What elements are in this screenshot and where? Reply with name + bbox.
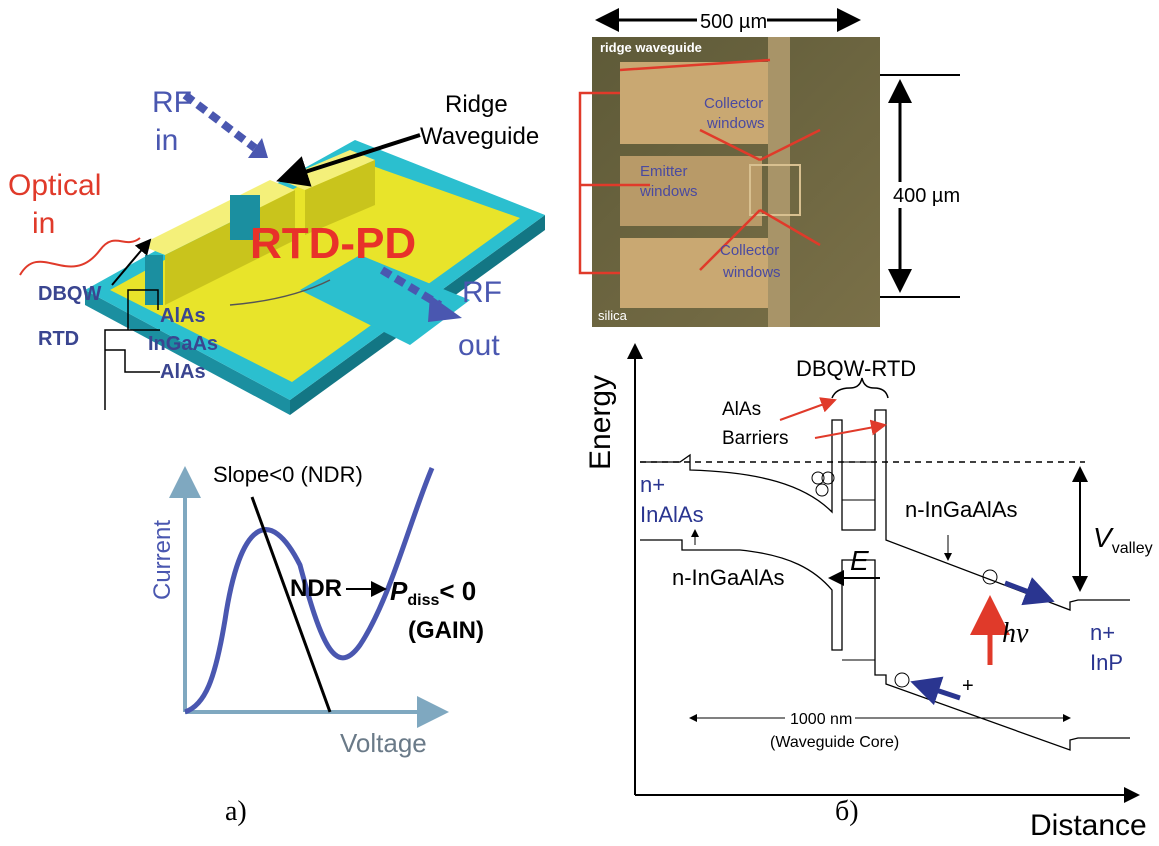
y-axis-label: Energy <box>584 375 617 470</box>
label: hν <box>1002 618 1029 649</box>
hole <box>895 673 909 687</box>
label: + <box>962 675 974 697</box>
subscript: valley <box>1112 540 1153 557</box>
y-axis-label: Current <box>149 520 176 600</box>
label: Collector <box>720 242 779 259</box>
device-name: RTD-PD <box>250 219 416 268</box>
ridge <box>768 37 790 327</box>
layer-label: AlAs <box>160 305 206 327</box>
hole-drift <box>915 683 960 698</box>
label: silica <box>598 308 628 323</box>
brace <box>832 378 888 398</box>
label: n+ <box>640 472 665 497</box>
annotation: Pdiss< 0 <box>390 576 476 609</box>
label: RF <box>152 86 192 119</box>
figure: RF in Ridge Waveguide Optical in RTD-PD … <box>0 0 1159 846</box>
dimension-label: 500 µm <box>700 11 767 33</box>
label: windows <box>722 264 781 281</box>
pointer-arrow <box>780 400 835 420</box>
label: RTD <box>38 328 79 350</box>
electron-drift <box>1005 583 1050 600</box>
label: 1000 nm <box>790 711 852 728</box>
x-axis-label: Distance <box>1030 809 1147 842</box>
dimension-label: 400 µm <box>893 185 960 207</box>
label: out <box>458 329 500 362</box>
label: Ridge <box>445 91 508 118</box>
label: n-InGaAlAs <box>672 565 785 590</box>
caption: а) <box>225 796 247 827</box>
electron <box>816 484 828 496</box>
label: in <box>32 207 55 240</box>
label: ridge waveguide <box>600 40 702 55</box>
label: windows <box>639 183 698 200</box>
label: Emitter <box>640 163 688 180</box>
label: Waveguide <box>420 123 539 150</box>
x-axis-label: Voltage <box>340 728 427 758</box>
annotation: Slope<0 (NDR) <box>213 462 363 487</box>
label: windows <box>706 115 765 132</box>
label: InP <box>1090 650 1123 675</box>
layer-label: AlAs <box>160 361 206 383</box>
electron <box>983 570 997 584</box>
subscript: diss <box>407 592 439 609</box>
annotation: (GAIN) <box>408 617 484 644</box>
label: Optical <box>8 169 101 202</box>
mesa <box>145 255 163 305</box>
label: RF <box>462 276 502 309</box>
label: DBQW-RTD <box>796 356 916 381</box>
label: in <box>155 124 178 157</box>
label: n+ <box>1090 620 1115 645</box>
label: InAlAs <box>640 502 704 527</box>
label: (Waveguide Core) <box>770 734 899 751</box>
slope-line <box>252 497 330 712</box>
rf-in-arrow <box>185 95 255 148</box>
label: Barriers <box>722 428 789 449</box>
layer-label: InGaAs <box>148 333 218 355</box>
label: DBQW <box>38 283 101 305</box>
label: Vvalley <box>1093 522 1153 557</box>
label: AlAs <box>722 399 761 420</box>
caption: б) <box>835 796 859 827</box>
annotation: NDR <box>290 575 342 602</box>
relation: < 0 <box>439 576 476 606</box>
label: Collector <box>704 95 763 112</box>
power-symbol: P <box>390 576 408 606</box>
label: n-InGaAlAs <box>905 497 1018 522</box>
label: E <box>850 545 869 576</box>
